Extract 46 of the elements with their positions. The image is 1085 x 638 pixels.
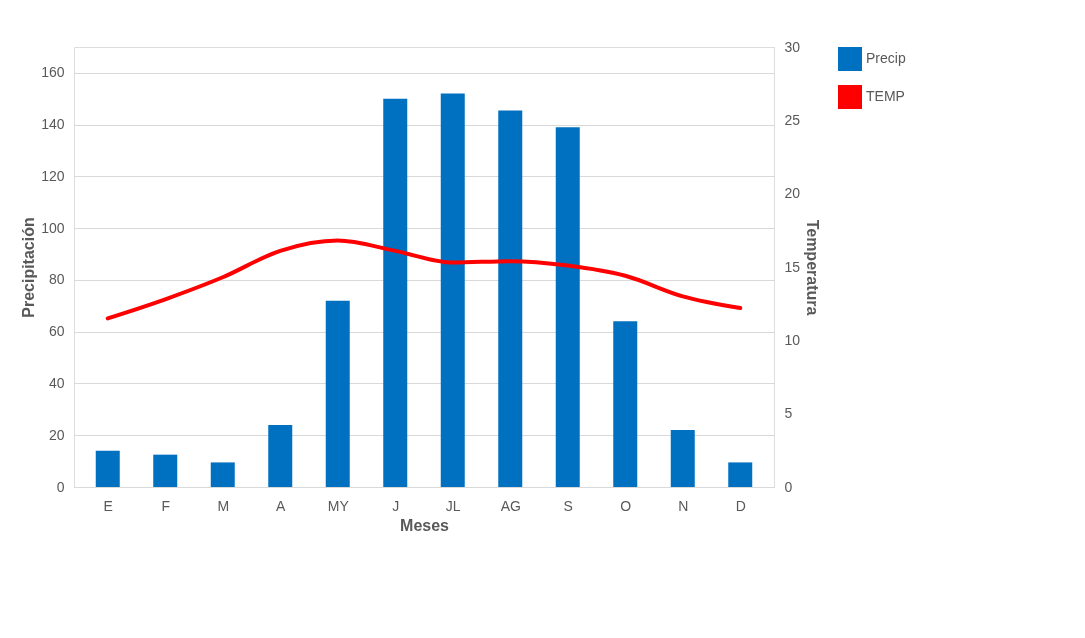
y-tick-label: 140 [41,116,65,133]
line-series [105,238,743,321]
bar [325,300,350,487]
y2-tick-label: 15 [784,258,801,275]
y2-tick-label: 20 [784,185,801,202]
y-axis-title: Precipitación [20,217,38,318]
x-tick-label: N [678,497,689,514]
x-tick-label: F [161,497,171,514]
x-axis-title: Meses [400,516,450,534]
bar [440,93,465,487]
y2-tick-label: 0 [784,478,793,495]
x-tick-label: J [392,497,400,514]
legend-label: Precip [866,50,906,66]
bar [728,462,753,487]
bar [383,98,408,487]
y2-tick-label: 25 [784,111,801,128]
x-tick-label: MY [327,497,350,514]
legend-label: TEMP [866,88,905,104]
y-tick-label: 100 [41,219,65,236]
y-tick-label: 80 [48,271,65,288]
x-tick-label: E [103,497,113,514]
y2-axis-title: Temperatura [804,219,822,316]
y2-tick-label: 5 [784,405,793,422]
bar [670,430,695,487]
bar [555,127,580,487]
y-tick-label: 0 [56,478,65,495]
bar [95,450,120,487]
bar [153,454,178,487]
bar [268,424,293,487]
x-tick-label: AG [500,497,521,514]
bar [613,321,638,487]
bar [498,110,523,487]
x-tick-label: A [276,497,287,514]
y2-tick-label: 30 [784,38,801,55]
y-tick-label: 20 [48,426,65,443]
y-tick-label: 40 [48,374,65,391]
x-tick-label: JL [445,497,461,514]
y-tick-label: 160 [41,64,65,81]
x-tick-label: O [620,497,632,514]
x-tick-label: S [563,497,573,514]
y-tick-label: 60 [48,323,65,340]
x-tick-label: M [217,497,230,514]
x-tick-label: D [735,497,746,514]
bar [210,462,235,487]
y2-tick-label: 10 [784,331,801,348]
y-tick-label: 120 [41,167,65,184]
